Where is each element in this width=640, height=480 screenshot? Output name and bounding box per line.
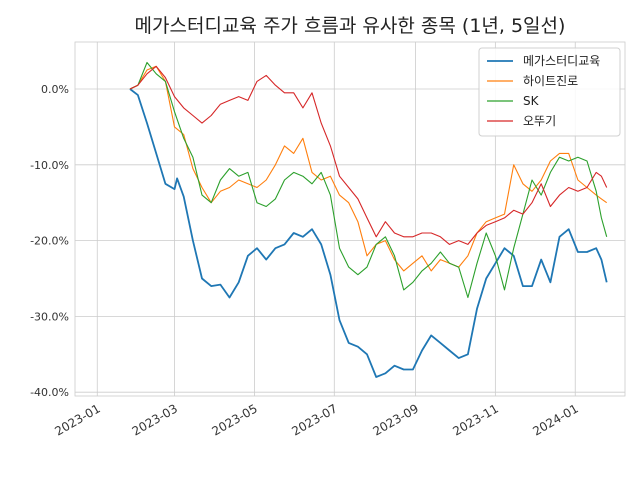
x-tick-label: 2023-01 <box>52 401 102 438</box>
y-tick-label: -40.0% <box>30 386 69 399</box>
legend-label: SK <box>523 94 540 108</box>
x-tick-label: 2023-09 <box>371 401 421 438</box>
chart-title: 메가스터디교육 주가 흐름과 유사한 종목 (1년, 5일선) <box>135 15 566 37</box>
x-tick-label: 2023-03 <box>130 401 180 438</box>
y-axis: 0.0% -10.0% -20.0% -30.0% -40.0% <box>30 83 69 399</box>
x-tick: 2023-01 <box>52 401 102 438</box>
series-line-2 <box>129 65 608 272</box>
legend-box <box>478 47 621 137</box>
y-tick-label: -30.0% <box>30 310 69 323</box>
x-tick: 2023-05 <box>209 401 259 438</box>
x-tick-label: 2024-01 <box>530 401 580 438</box>
y-tick-label: -20.0% <box>30 235 69 248</box>
plot-area <box>74 41 626 397</box>
x-tick-label: 2023-07 <box>289 401 339 438</box>
series-line-3 <box>129 61 608 299</box>
legend-label: 오뚜기 <box>523 114 556 128</box>
series-line-4 <box>129 65 608 245</box>
x-tick-label: 2023-05 <box>209 401 259 438</box>
x-tick: 2023-11 <box>450 401 500 438</box>
y-tick-label: 0.0% <box>41 83 69 96</box>
x-tick: 2023-09 <box>371 401 421 438</box>
legend-label: 메가스터디교육 <box>523 54 600 68</box>
legend-label: 하이트진로 <box>523 74 578 88</box>
x-axis: 2023-01 2023-03 2023-05 2023-07 2023-09 2023-… <box>52 401 580 438</box>
series-lines <box>129 61 608 378</box>
x-tick-label: 2023-11 <box>450 401 500 438</box>
series-line-1 <box>129 88 608 378</box>
x-tick: 2023-07 <box>289 401 339 438</box>
x-tick: 2023-03 <box>130 401 180 438</box>
x-tick: 2024-01 <box>530 401 580 438</box>
y-tick-label: -10.0% <box>30 159 69 172</box>
